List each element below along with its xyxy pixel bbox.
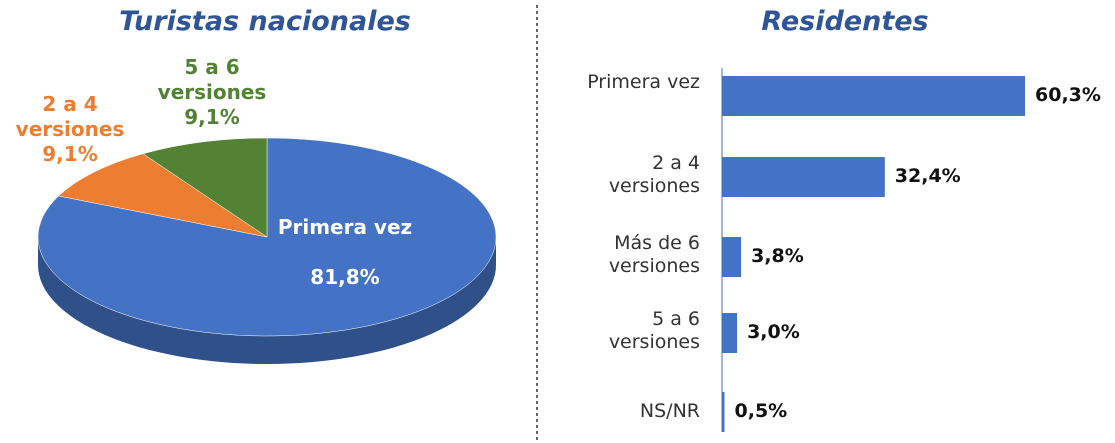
y-tick-label: Más de 6 versiones	[608, 232, 700, 277]
value-label: 60,3%	[1035, 84, 1101, 106]
pie-side	[38, 237, 496, 364]
bar	[722, 313, 738, 353]
pie-slice	[58, 153, 268, 238]
y-tick-label: NS/NR	[639, 400, 700, 422]
pie-label: 2 a 4 versiones	[15, 92, 125, 141]
value-label: 32,4%	[894, 165, 961, 187]
pie-value-label: 9,1%	[42, 142, 98, 166]
pie-label: 5 a 6 versiones	[157, 55, 267, 104]
pie-label: Primera vez	[277, 215, 413, 239]
bar	[722, 76, 1025, 116]
bar	[722, 157, 885, 197]
y-tick-label: 2 a 4 versiones	[608, 152, 700, 197]
y-tick-label: Primera vez	[587, 71, 700, 93]
bar	[722, 237, 742, 277]
pie-value-label: 9,1%	[184, 105, 240, 129]
chart-title: Turistas nacionales	[119, 6, 411, 37]
pie-value-label: 81,8%	[310, 265, 380, 289]
y-tick-label: 5 a 6 versiones	[608, 308, 700, 353]
value-label: 3,8%	[751, 245, 804, 267]
bar	[722, 392, 725, 432]
pie-slice	[142, 137, 268, 238]
chart-title: Residentes	[761, 6, 929, 37]
pie-slice	[37, 137, 497, 337]
value-label: 0,5%	[734, 400, 788, 422]
value-label: 3,0%	[747, 321, 800, 343]
